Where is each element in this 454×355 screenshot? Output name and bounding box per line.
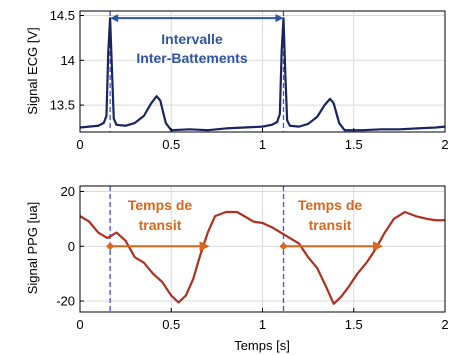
ppg-x-tick-label: 0.5 [162,317,180,332]
ecg-y-tick-label: 14 [61,53,75,68]
ppg-arrow-2-tail-diamond [279,242,288,251]
ppg-annotation-1-line-1: Temps de [128,197,193,213]
ecg-axis-ticks: 0 0.5 1 1.5 2 13.5 14 14.5 [50,8,449,152]
ppg-marker-lines [109,186,285,312]
ppg-y-tick-label: 20 [61,184,75,199]
ppg-x-tick-label: 2 [441,317,448,332]
ecg-x-tick-label: 2 [441,137,448,152]
ecg-annotation-line-1: Intervalle [161,31,223,47]
ppg-x-tick-label: 1 [259,317,266,332]
ecg-grid [80,11,445,132]
ppg-grid [80,186,445,312]
ppg-arrow-1-tail-diamond [106,242,115,251]
ppg-annotations: Temps de transit Temps de transit [106,197,383,252]
ecg-y-tick-label: 14.5 [50,8,75,23]
ecg-annotation-line-2: Inter-Battements [136,50,247,66]
ecg-x-tick-label: 0 [76,137,83,152]
ppg-x-tick-label: 1.5 [345,317,363,332]
ppg-x-axis-label: Temps [s] [234,338,290,353]
ecg-y-tick-label: 13.5 [50,98,75,113]
ppg-y-tick-label: -20 [56,294,75,309]
ecg-signal-line [79,17,446,132]
ppg-annotation-2-line-1: Temps de [298,197,363,213]
ppg-annotation-1-line-2: transit [139,217,182,233]
ecg-x-tick-label: 1 [259,137,266,152]
ecg-annotation: Intervalle Inter-Battements [110,14,284,66]
ppg-x-tick-label: 0 [76,317,83,332]
ecg-arrow-head-right [275,14,284,23]
ppg-arrow-2-head [372,241,383,252]
ppg-arrow-1-head [199,241,210,252]
ecg-arrow-head-left [110,14,119,23]
ppg-y-tick-label: 0 [68,239,75,254]
ecg-x-tick-label: 0.5 [162,137,180,152]
ppg-annotation-2-line-2: transit [309,217,352,233]
ecg-y-axis-label: Signal ECG [V] [25,27,40,114]
ppg-y-axis-label: Signal PPG [ua] [25,202,40,295]
ecg-panel: 0 0.5 1 1.5 2 13.5 14 14.5 Intervalle Inter-Bat… [25,8,449,152]
ecg-x-tick-label: 1.5 [345,137,363,152]
